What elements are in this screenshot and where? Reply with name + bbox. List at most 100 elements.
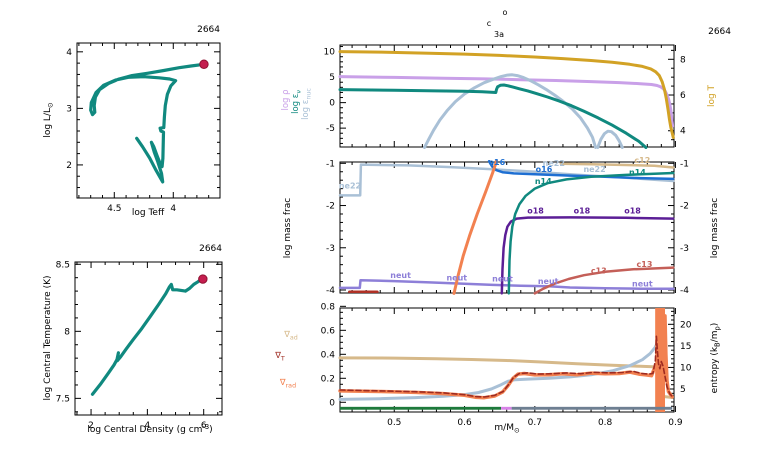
svg-text:o: o [503,8,508,17]
series-log-eps-nuc [596,129,624,149]
series-log-eps-nu [338,83,648,149]
pbot-y2label-entropy: entropy (kB/mp) [710,323,722,394]
plot-frame [74,261,223,416]
tick-label: 4 [170,204,176,214]
tick-label: 15 [680,342,691,352]
ptop-ylabel-log-rho: log ρ [281,89,291,110]
series-mix-bar-convective [340,406,502,410]
svg-text:log εnuc: log εnuc [301,88,313,120]
curve-label-o18: o18 [624,207,641,216]
curve-label-neut: neut [390,271,411,280]
hr-xlabel: log Teff [132,208,165,218]
tick-label: 2 [88,421,94,431]
panel-ptop: 10 5 0 -5 8 6 4 [324,44,686,149]
current-model-marker [199,59,209,69]
tick-label: 0 [329,398,335,408]
burn-label-o: o [503,8,508,17]
tick-label: 0.9 [668,418,683,428]
tick-label: -2 [326,202,335,212]
tick-label: 0.7 [528,418,542,428]
series-ne22 [338,163,675,197]
svg-text:log ρ: log ρ [281,89,291,110]
curve-label-n14: n14 [629,168,646,177]
series-grad-rad-spike [655,308,666,412]
curve-label-c13: c13 [591,267,607,276]
tick-label: -1 [680,159,689,169]
svg-text:log mass frac: log mass frac [710,198,720,258]
tick-label: 4 [145,421,151,431]
trho-ylabel: log Central Temperature (K) [43,275,53,400]
panel-hr: 4.5 4 2 3 4 [66,42,221,214]
svg-text:log Central Temperature (K): log Central Temperature (K) [43,275,53,400]
series-log-eps-nuc [423,73,598,149]
axis-ticks-trho [75,262,222,415]
tick-label: 4.5 [107,204,121,214]
tick-label: -1 [326,159,335,169]
tick-label: 0 [329,99,335,109]
panel-pbot: 0.5 0.6 0.7 0.8 0.9 0.8 0.6 0.4 0.2 0 20 15 10 5 [321,302,692,428]
tick-label: 6 [680,91,686,101]
curve-label-o18: o18 [574,207,591,216]
series-n14 [507,171,675,295]
tick-label: 8 [680,55,686,65]
svg-text:3a: 3a [494,30,504,39]
series-group-hr [89,62,206,184]
pbot-grad-rad-label: ∇rad [279,378,296,390]
series-burn-front [452,160,498,295]
tick-label: 0.2 [321,374,335,384]
tick-label: 2 [66,161,72,171]
pmid-ylabel-left: log mass frac [283,198,293,258]
curve-label-neut: neut [632,280,653,289]
tick-label: 0.6 [321,326,336,336]
ptop-y2label-log-T: log T [707,84,717,107]
tick-label: -5 [326,124,335,134]
curve-label-ne22: ne22 [583,165,605,174]
tick-label: 0.4 [321,350,336,360]
tick-label: 5 [680,385,686,395]
tick-label: -4 [326,286,335,296]
curve-label-ne22: ne22 [543,159,565,168]
svg-text:∇T: ∇T [274,351,285,363]
series-mix-bar-boundary [501,406,512,410]
curve-label-c13: c13 [637,260,653,269]
series-group-pbot [338,308,674,412]
series-grad-T [339,335,674,398]
tick-label: 10 [680,363,692,373]
tick-label: -3 [326,244,335,254]
curve-label-neut: neut [492,275,513,284]
current-model-marker [198,274,208,284]
series-c12 [559,162,675,169]
svg-text:entropy (kB/mp): entropy (kB/mp) [710,323,722,394]
tick-label: 10 [324,48,336,58]
series-trho-evolution-track [90,277,204,396]
profile-model-number: 2664 [708,27,731,37]
svg-text:log L/L⊙: log L/L⊙ [43,102,55,137]
series-c13 [533,266,675,295]
series-mix-bar-radiative [511,406,673,410]
tick-label: -4 [680,286,689,296]
pmid-ylabel-right: log mass frac [710,198,720,258]
series-hr-evolution-track [89,62,206,184]
burn-label-3a: 3a [494,30,504,39]
burn-label-c: c [487,19,491,28]
tick-label: -3 [680,244,689,254]
pbot-xlabel: m/M⊙ [494,423,519,435]
series-group-trho [90,277,204,396]
plot-frame [76,42,221,199]
curve-label-neut: neut [538,277,559,286]
svg-text:log εν: log εν [291,90,303,114]
tick-label: 0.8 [321,302,336,312]
trho-model-number: 2664 [199,244,222,254]
tick-label: 0.5 [387,418,401,428]
axis-ticks-hr [77,43,220,198]
series-group-ptop [338,50,675,149]
tick-label: 8 [64,327,70,337]
tick-label: 7.5 [56,394,70,404]
curve-label-o16: o16 [536,165,553,174]
series-neut [338,279,675,290]
tick-label: 3 [66,104,72,114]
svg-text:log mass frac: log mass frac [283,198,293,258]
curve-label-ne22: ne22 [339,182,361,191]
curve-label-n14: n14 [535,177,552,186]
